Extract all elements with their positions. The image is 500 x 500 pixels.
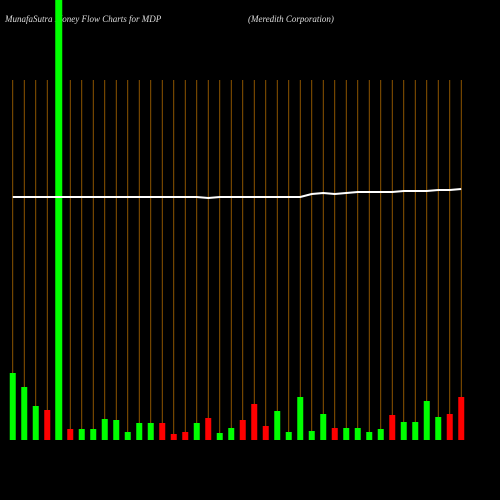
bar <box>239 420 246 440</box>
bar <box>78 429 85 440</box>
bar <box>147 423 154 440</box>
bar <box>423 401 430 440</box>
bar <box>389 415 396 440</box>
chart-title: MunafaSutra Money Flow Charts for MDP <box>4 14 162 24</box>
bar <box>285 432 292 440</box>
bar <box>412 422 419 440</box>
bar <box>458 397 465 440</box>
bar <box>205 418 212 440</box>
bar <box>435 417 442 440</box>
bar <box>343 428 350 440</box>
bar <box>182 432 189 440</box>
bar <box>251 404 258 440</box>
bar <box>101 419 108 440</box>
bar <box>366 432 373 440</box>
bar <box>124 432 131 440</box>
bar <box>400 422 407 440</box>
bar <box>377 429 384 440</box>
bar <box>21 387 28 440</box>
bar <box>193 423 200 440</box>
bar <box>9 373 16 440</box>
price-line <box>12 188 462 200</box>
bar <box>44 410 51 440</box>
bar <box>297 397 304 440</box>
bar <box>113 420 120 440</box>
bar <box>159 423 166 440</box>
bar <box>32 406 39 440</box>
bar <box>331 428 338 440</box>
bar <box>170 434 177 440</box>
bar <box>136 423 143 440</box>
bar <box>354 428 361 440</box>
bar <box>228 428 235 440</box>
bar <box>308 431 315 440</box>
bar <box>55 0 63 440</box>
bar <box>320 414 327 440</box>
bar <box>90 429 97 440</box>
bar <box>67 429 74 440</box>
chart-subtitle: (Meredith Corporation) <box>248 14 334 24</box>
bar <box>274 411 281 440</box>
bar <box>216 433 223 440</box>
bar <box>262 426 269 440</box>
bar <box>446 414 453 440</box>
